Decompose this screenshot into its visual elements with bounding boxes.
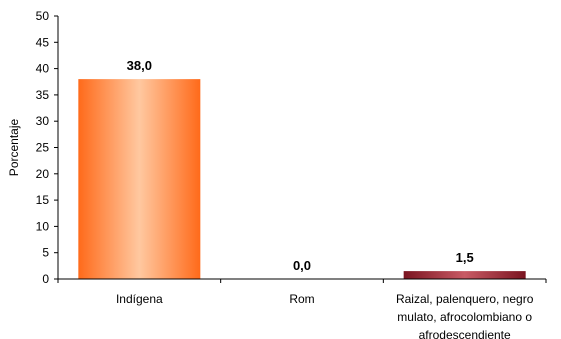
category-label: Raizal, palenquero, negro: [396, 292, 534, 306]
y-tick-label: 40: [36, 62, 50, 76]
y-tick-label: 35: [36, 88, 50, 102]
y-tick-label: 20: [36, 167, 50, 181]
y-tick-label: 45: [36, 35, 50, 49]
y-tick-label: 10: [36, 219, 50, 233]
y-tick-label: 50: [36, 9, 50, 23]
y-axis-ticks: 0 5 10 15 20 25 30 35 40 45 50: [36, 9, 58, 286]
y-tick-label: 0: [42, 272, 49, 286]
y-tick-label: 15: [36, 193, 50, 207]
category-label: afrodescendiente: [419, 328, 511, 339]
category-label: Indígena: [116, 292, 163, 306]
bars: [78, 79, 526, 280]
y-tick-label: 25: [36, 141, 50, 155]
data-label: 0,0: [293, 258, 311, 273]
category-labels: Indígena Rom Raizal, palenquero, negro mula…: [116, 292, 534, 339]
bar: [78, 79, 201, 280]
data-labels: 38,0 0,0 1,5: [127, 58, 474, 273]
data-label: 1,5: [456, 250, 474, 265]
y-tick-label: 5: [42, 246, 49, 260]
y-tick-label: 30: [36, 114, 50, 128]
category-label: mulato, afrocolombiano o: [397, 310, 532, 324]
bar: [403, 271, 526, 279]
y-axis-title: Porcentaje: [7, 118, 21, 176]
category-label: Rom: [289, 292, 314, 306]
data-label: 38,0: [127, 58, 152, 73]
x-axis-ticks: [57, 279, 547, 283]
